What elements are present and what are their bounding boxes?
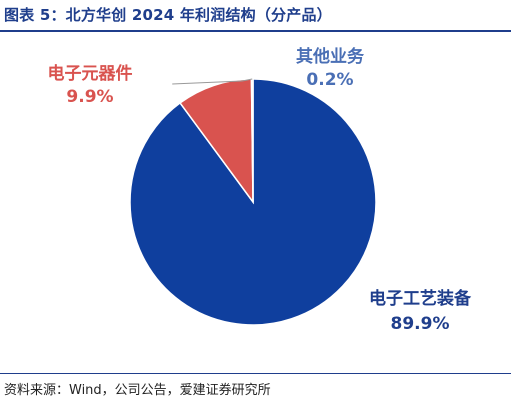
- figure-title: 图表 5：北方华创 2024 年利润结构（分产品）: [4, 6, 332, 24]
- title-divider: [0, 30, 511, 32]
- pie-chart: 电子工艺装备 89.9% 电子元器件 9.9% 其他业务 0.2%: [48, 46, 472, 334]
- leader-line-other: [172, 78, 253, 85]
- source-note: 资料来源：Wind，公司公告，爱建证券研究所: [4, 383, 271, 398]
- label-electronic-components-name: 电子元器件: [48, 63, 133, 84]
- label-electronic-process-equipment-name: 电子工艺装备: [369, 288, 472, 309]
- source-divider: [0, 373, 511, 374]
- label-other-business-value: 0.2%: [306, 70, 353, 90]
- label-electronic-components-value: 9.9%: [66, 87, 113, 107]
- label-other-business-name: 其他业务: [296, 46, 365, 67]
- label-electronic-process-equipment-value: 89.9%: [391, 314, 450, 334]
